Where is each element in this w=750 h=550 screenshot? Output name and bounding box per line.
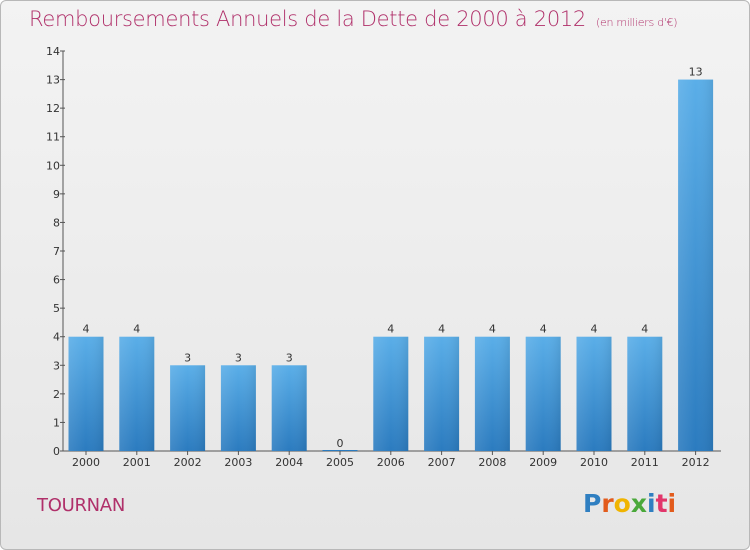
bar-shade [525, 336, 561, 451]
y-tick-label: 5 [53, 302, 60, 315]
y-tick-label: 8 [53, 216, 60, 229]
proxiti-logo: Proxiti [583, 489, 676, 518]
data-label: 4 [133, 323, 140, 336]
logo-letter: x [630, 489, 647, 518]
y-tick-label: 12 [46, 102, 60, 115]
bar-shade [170, 365, 206, 451]
y-tick-label: 7 [53, 245, 60, 258]
labels: 4 4 3 3 3 0 4 4 4 4 4 4 13 [83, 66, 703, 450]
x-tick-label: 2003 [224, 456, 252, 469]
x-tick-label: 2005 [326, 456, 354, 469]
x-tick-label: 2012 [682, 456, 710, 469]
data-label: 4 [489, 323, 496, 336]
data-label: 13 [689, 66, 703, 79]
y-tick-label: 13 [46, 74, 60, 87]
x-tick-label: 2004 [275, 456, 303, 469]
logo-letter: r [601, 489, 614, 518]
bar-shade [678, 79, 714, 452]
y-tick-label: 14 [46, 45, 60, 58]
logo-letter: o [613, 489, 631, 518]
data-label: 4 [438, 323, 445, 336]
x-tick-label: 2009 [529, 456, 557, 469]
y-tick-label: 4 [53, 331, 60, 344]
chart-unit: (en milliers d'€) [596, 16, 678, 29]
data-label: 4 [591, 323, 598, 336]
logo-letter: t [655, 489, 668, 518]
x-tick-label: 2000 [72, 456, 100, 469]
data-label: 4 [83, 323, 90, 336]
bar-shade [119, 336, 155, 451]
bar-shade [68, 336, 104, 451]
bar-shade [220, 365, 256, 451]
x-tick-label: 2007 [428, 456, 456, 469]
bar-shade [373, 336, 409, 451]
y-tick-label: 6 [53, 274, 60, 287]
bar-shade [424, 336, 460, 451]
bar-shade [474, 336, 510, 451]
data-label: 4 [540, 323, 547, 336]
bar-shade [627, 336, 663, 451]
data-label: 4 [641, 323, 648, 336]
y-tick-label: 10 [46, 159, 60, 172]
data-label: 0 [337, 437, 344, 450]
x-tick-label: 2001 [123, 456, 151, 469]
x-tick-label: 2011 [631, 456, 659, 469]
x-tick-label: 2010 [580, 456, 608, 469]
bar-shade [271, 365, 307, 451]
x-tick-label: 2002 [174, 456, 202, 469]
logo-letter: P [583, 489, 602, 518]
bar-shade [576, 336, 612, 451]
x-tick-label: 2008 [478, 456, 506, 469]
logo-letter: i [667, 489, 677, 518]
chart-title: Remboursements Annuels de la Dette de 20… [29, 7, 677, 31]
y-tick-label: 1 [53, 416, 60, 429]
logo-letter: i [647, 489, 656, 518]
chart-title-text: Remboursements Annuels de la Dette de 20… [29, 7, 586, 31]
y-tick-label: 0 [53, 445, 60, 458]
bars [68, 79, 714, 452]
commune-name: TOURNAN [37, 495, 125, 516]
y-tick-label: 11 [46, 131, 60, 144]
y-tick-label: 3 [53, 359, 60, 372]
data-label: 4 [387, 323, 394, 336]
y-tick-label: 9 [53, 188, 60, 201]
y-tick-label: 2 [53, 388, 60, 401]
data-label: 3 [286, 351, 293, 364]
data-label: 3 [235, 351, 242, 364]
x-tick-label: 2006 [377, 456, 405, 469]
data-label: 3 [184, 351, 191, 364]
